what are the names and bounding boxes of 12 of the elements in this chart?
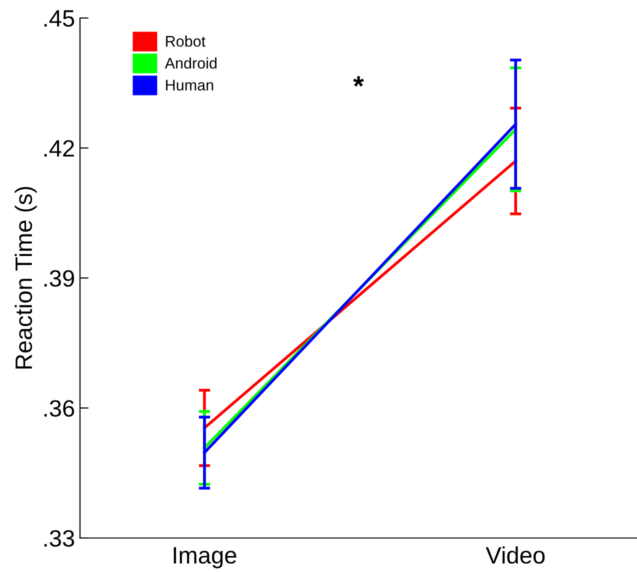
y-tick-label: .33 bbox=[44, 530, 74, 547]
legend-label: Robot bbox=[166, 36, 206, 47]
x-tick-label: Video bbox=[486, 546, 545, 564]
annotation: * bbox=[353, 76, 364, 87]
x-tick-label: Image bbox=[174, 547, 236, 568]
legend-label: Android bbox=[164, 57, 216, 69]
y-tick-label: .36 bbox=[44, 400, 74, 417]
y-tick-label: .39 bbox=[44, 270, 74, 287]
y-tick-label: .42 bbox=[44, 140, 74, 157]
y-tick-label: .45 bbox=[44, 10, 74, 27]
legend-label: Human bbox=[166, 80, 214, 91]
y-axis-title: Reaction Time (s) bbox=[14, 186, 37, 369]
